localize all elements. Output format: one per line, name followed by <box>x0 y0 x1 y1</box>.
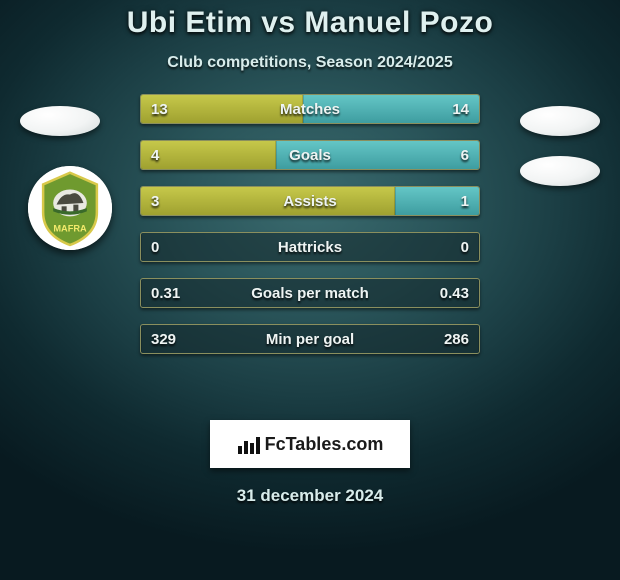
stat-value-right: 6 <box>461 141 469 169</box>
stat-row: 4Goals6 <box>140 140 480 170</box>
stat-value-right: 0.43 <box>440 279 469 307</box>
stat-row: 13Matches14 <box>140 94 480 124</box>
player-right-avatar-placeholder <box>520 106 600 136</box>
brand-watermark: FcTables.com <box>210 420 410 468</box>
svg-text:MAFRA: MAFRA <box>53 224 87 234</box>
player-right-club-placeholder <box>520 156 600 186</box>
stat-row: 3Assists1 <box>140 186 480 216</box>
club-badge-svg: MAFRA <box>28 166 112 250</box>
stat-label: Matches <box>141 95 479 123</box>
stat-row: 0Hattricks0 <box>140 232 480 262</box>
comparison-arena: MAFRA 13Matches14 4Goals6 3Assists1 0Hattri… <box>0 94 620 404</box>
stat-value-right: 14 <box>452 95 469 123</box>
date-line: 31 december 2024 <box>0 486 620 506</box>
stat-label: Goals <box>141 141 479 169</box>
stat-label: Hattricks <box>141 233 479 261</box>
stat-label: Goals per match <box>141 279 479 307</box>
player-left-avatar-placeholder <box>20 106 100 136</box>
content-wrapper: Ubi Etim vs Manuel Pozo Club competition… <box>0 0 620 506</box>
chart-bars-icon <box>237 434 261 454</box>
stat-label: Assists <box>141 187 479 215</box>
stat-bars-container: 13Matches14 4Goals6 3Assists1 0Hattricks0 0.… <box>140 94 480 354</box>
brand-text: FcTables.com <box>265 434 384 455</box>
stat-value-right: 0 <box>461 233 469 261</box>
stat-value-right: 286 <box>444 325 469 353</box>
player-left-club-badge: MAFRA <box>28 166 112 250</box>
stat-value-right: 1 <box>461 187 469 215</box>
stat-row: 0.31Goals per match0.43 <box>140 278 480 308</box>
page-subtitle: Club competitions, Season 2024/2025 <box>0 54 620 72</box>
stat-label: Min per goal <box>141 325 479 353</box>
stat-row: 329Min per goal286 <box>140 324 480 354</box>
page-title: Ubi Etim vs Manuel Pozo <box>0 6 620 40</box>
